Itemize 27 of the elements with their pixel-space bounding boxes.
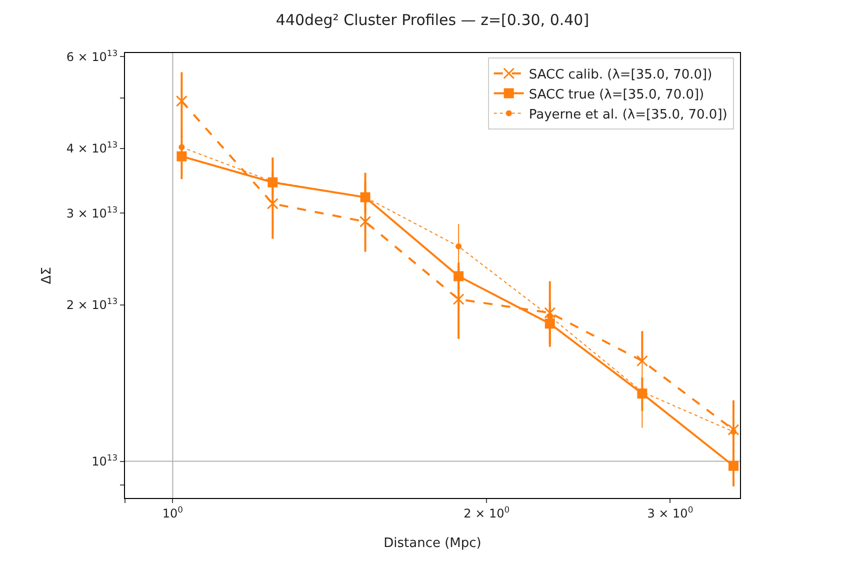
point — [176, 151, 187, 162]
point — [360, 216, 372, 228]
point — [544, 307, 556, 319]
y-axis-title: ΔΣ — [39, 266, 54, 284]
point — [452, 293, 464, 305]
y-tick-label: 6 × 10$^{13}$ — [66, 48, 118, 64]
point — [456, 243, 462, 250]
x-tick-label: 10$^{0}$ — [162, 504, 184, 520]
legend-label: SACC calib. (λ=[35.0, 70.0]) — [528, 67, 712, 82]
y-tick-label: 10$^{13}$ — [92, 452, 118, 468]
x-tick-label: 2 × 10$^{0}$ — [464, 504, 510, 520]
x-axis-title: Distance (Mpc) — [384, 536, 482, 551]
y-tick-label: 2 × 10$^{13}$ — [66, 296, 118, 312]
point — [454, 271, 464, 282]
point — [266, 198, 278, 210]
x-tick-label: 3 × 10$^{0}$ — [647, 504, 694, 520]
point — [728, 424, 740, 436]
point — [636, 355, 648, 367]
point — [730, 428, 736, 435]
legend-label: Payerne et al. (λ=[35.0, 70.0]) — [528, 107, 728, 122]
y-tick-label: 4 × 10$^{13}$ — [66, 139, 118, 156]
point — [176, 95, 188, 107]
point — [728, 460, 738, 471]
point — [178, 144, 185, 150]
legend-label: SACC true (λ=[35.0, 70.0]) — [528, 87, 704, 102]
y-tick-label: 3 × 10$^{13}$ — [66, 204, 118, 220]
chart-title: 440deg² Cluster Profiles — z=[0.30, 0.40] — [276, 11, 590, 30]
